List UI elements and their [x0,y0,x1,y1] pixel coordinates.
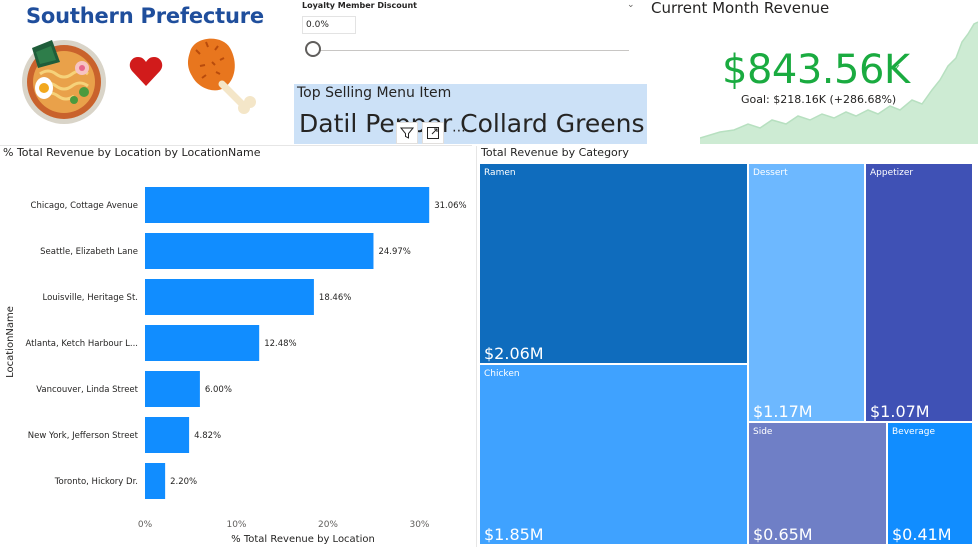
category-label: Atlanta, Ketch Harbour L... [26,339,139,349]
status-check-icon: ✓ [892,62,902,75]
x-tick-label: 0% [138,520,153,530]
heart-icon [129,57,163,86]
tile-category-label: Ramen [484,168,516,178]
top-selling-title: Top Selling Menu Item [297,85,452,101]
expand-icon [427,127,439,139]
location-bar-chart: LocationName % Total Revenue by Location… [5,187,467,545]
x-tick-label: 10% [226,520,246,530]
tile-category-label: Appetizer [870,168,914,178]
bar[interactable] [145,187,430,223]
data-label: 18.46% [319,293,351,303]
bar[interactable] [145,279,314,315]
discount-slider-track[interactable] [316,50,629,51]
filter-button[interactable] [396,122,418,144]
bar-chart-title: % Total Revenue by Location by LocationN… [3,146,261,159]
bar[interactable] [145,371,200,407]
category-label: New York, Jefferson Street [28,431,139,441]
top-selling-value: Datil Pepper Collard Greens [299,109,645,138]
category-label: Chicago, Cottage Avenue [31,201,138,211]
kpi-title: Current Month Revenue [651,0,830,17]
chevron-down-icon[interactable]: ⌄ [627,0,635,10]
more-options-icon[interactable]: ⋯ [452,123,466,139]
category-label: Seattle, Elizabeth Lane [40,247,138,257]
category-label: Louisville, Heritage St. [43,293,139,303]
tile-value: $1.17M [753,402,813,421]
discount-slider-handle[interactable] [305,41,321,57]
treemap-tile-dessert[interactable]: Dessert $1.17M [748,163,865,422]
data-label: 12.48% [264,339,296,349]
filter-icon [400,127,414,139]
tile-value: $0.65M [753,525,813,544]
fried-chicken-icon [188,38,256,114]
visual-header-toolbar: ⋯ [396,122,470,144]
bar[interactable] [145,233,374,269]
y-axis-label: LocationName [5,306,16,378]
tile-value: $2.06M [484,344,544,363]
treemap-tile-ramen[interactable]: Ramen $2.06M [479,163,748,364]
ramen-bowl-icon [22,40,106,124]
x-axis-label: % Total Revenue by Location [231,534,375,545]
bar[interactable] [145,325,260,361]
divider [0,145,472,146]
treemap-title: Total Revenue by Category [481,146,629,159]
data-label: 2.20% [170,477,197,487]
data-label: 24.97% [378,247,410,257]
slicer-title: Loyalty Member Discount [302,1,417,10]
report-title: Southern Prefecture [26,4,264,28]
tile-category-label: Dessert [753,168,788,178]
data-label: 6.00% [205,385,232,395]
x-tick-label: 30% [409,520,429,530]
bar[interactable] [145,417,190,453]
tile-value: $0.41M [892,525,952,544]
category-treemap: Ramen $2.06M Chicken $1.85M Dessert $1.17M App… [479,163,973,545]
tile-value: $1.07M [870,402,930,421]
x-tick-label: 20% [318,520,338,530]
kpi-goal: Goal: $218.16K (+286.68%) [741,93,897,106]
top-selling-card[interactable]: Top Selling Menu Item Datil Pepper Colla… [294,84,647,144]
category-label: Toronto, Hickory Dr. [54,477,138,487]
tile-category-label: Beverage [892,427,936,437]
revenue-trend-sparkline [700,21,978,144]
divider [476,146,477,547]
treemap-tile-beverage[interactable]: Beverage $0.41M [887,422,973,545]
tile-value: $1.85M [484,525,544,544]
treemap-tile-appetizer[interactable]: Appetizer $1.07M [865,163,973,422]
data-label: 31.06% [434,201,466,211]
treemap-tile-side[interactable]: Side $0.65M [748,422,887,545]
treemap-tile-chicken[interactable]: Chicken $1.85M [479,364,748,545]
focus-mode-button[interactable] [422,122,444,144]
data-label: 4.82% [194,431,221,441]
tile-category-label: Side [753,427,773,437]
discount-input[interactable]: 0.0% [302,16,356,34]
kpi-value: $843.56K [722,47,910,93]
category-label: Vancouver, Linda Street [36,385,138,395]
tile-category-label: Chicken [484,369,520,379]
bar[interactable] [145,463,166,499]
